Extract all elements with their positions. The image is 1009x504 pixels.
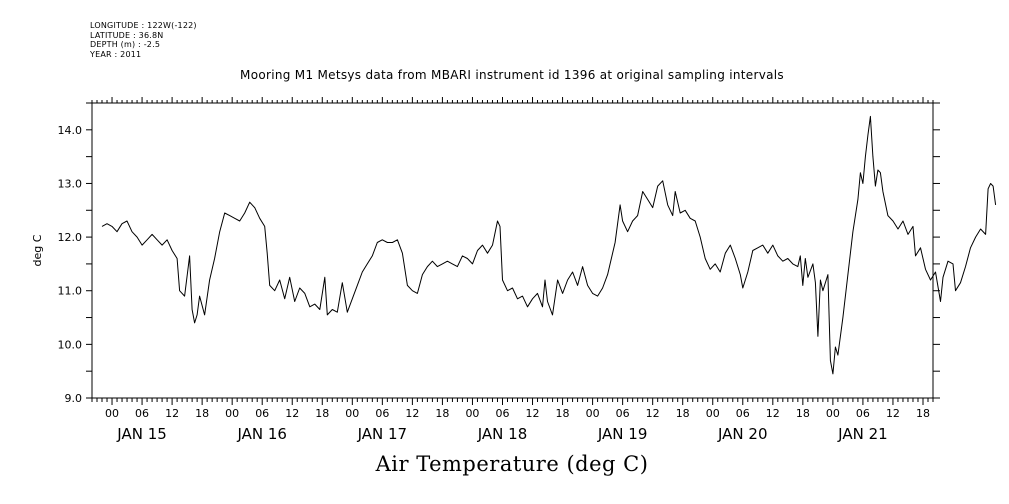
x-tick-label: 18 <box>796 407 810 420</box>
x-tick-label: 00 <box>105 407 119 420</box>
x-tick-label: 18 <box>556 407 570 420</box>
y-tick-label: 13.0 <box>58 177 83 190</box>
x-tick-label: 12 <box>766 407 780 420</box>
x-tick-label: 00 <box>465 407 479 420</box>
x-tick-label: 00 <box>586 407 600 420</box>
x-tick-label: 06 <box>856 407 870 420</box>
day-label: JAN 18 <box>477 425 528 443</box>
x-tick-label: 18 <box>676 407 690 420</box>
day-label: JAN 16 <box>236 425 287 443</box>
year-label: YEAR : 2011 <box>90 49 142 59</box>
longitude-label: LONGITUDE : 122W(-122) <box>90 21 197 30</box>
x-tick-label: 12 <box>526 407 540 420</box>
x-tick-label: 12 <box>646 407 660 420</box>
x-tick-label: 18 <box>315 407 329 420</box>
y-tick-label: 12.0 <box>58 231 83 244</box>
depth-label: DEPTH (m) : -2.5 <box>90 40 161 49</box>
x-tick-label: 06 <box>375 407 389 420</box>
x-tick-label: 06 <box>495 407 509 420</box>
y-tick-label: 10.0 <box>58 338 83 351</box>
x-tick-label: 18 <box>916 407 930 420</box>
metadata-block: LONGITUDE : 122W(-122) LATITUDE : 36.8N … <box>90 21 197 59</box>
x-tick-label: 12 <box>285 407 299 420</box>
x-axis-title: Air Temperature (deg C) <box>375 452 649 476</box>
latitude-label: LATITUDE : 36.8N <box>90 30 164 40</box>
day-label: JAN 17 <box>357 425 408 443</box>
air-temperature-line <box>101 115 997 375</box>
y-tick-label: 9.0 <box>65 392 83 405</box>
x-tick-label: 12 <box>165 407 179 420</box>
x-tick-label: 12 <box>405 407 419 420</box>
x-tick-label: 12 <box>886 407 900 420</box>
x-tick-label: 06 <box>736 407 750 420</box>
x-tick-label: 00 <box>225 407 239 420</box>
day-label: JAN 15 <box>116 425 167 443</box>
y-tick-label: 11.0 <box>58 285 83 298</box>
x-tick-label: 06 <box>135 407 149 420</box>
x-tick-label: 00 <box>826 407 840 420</box>
plot-frame <box>91 102 934 399</box>
x-tick-label: 06 <box>255 407 269 420</box>
day-label: JAN 21 <box>837 425 888 443</box>
day-label: JAN 20 <box>717 425 768 443</box>
x-tick-label: 00 <box>345 407 359 420</box>
day-label: JAN 19 <box>597 425 648 443</box>
chart-title: Mooring M1 Metsys data from MBARI instru… <box>240 68 784 82</box>
x-tick-label: 18 <box>435 407 449 420</box>
y-axis-label: deg C <box>31 234 44 266</box>
x-tick-label: 06 <box>616 407 630 420</box>
x-tick-label: 00 <box>706 407 720 420</box>
x-tick-label: 18 <box>195 407 209 420</box>
y-tick-label: 14.0 <box>58 124 83 137</box>
